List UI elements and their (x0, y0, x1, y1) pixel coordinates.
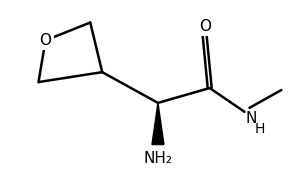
Text: O: O (199, 19, 211, 34)
Text: NH₂: NH₂ (144, 150, 173, 166)
Polygon shape (152, 103, 164, 145)
Text: H: H (255, 122, 265, 136)
Text: N: N (246, 111, 257, 126)
Text: O: O (39, 33, 52, 48)
